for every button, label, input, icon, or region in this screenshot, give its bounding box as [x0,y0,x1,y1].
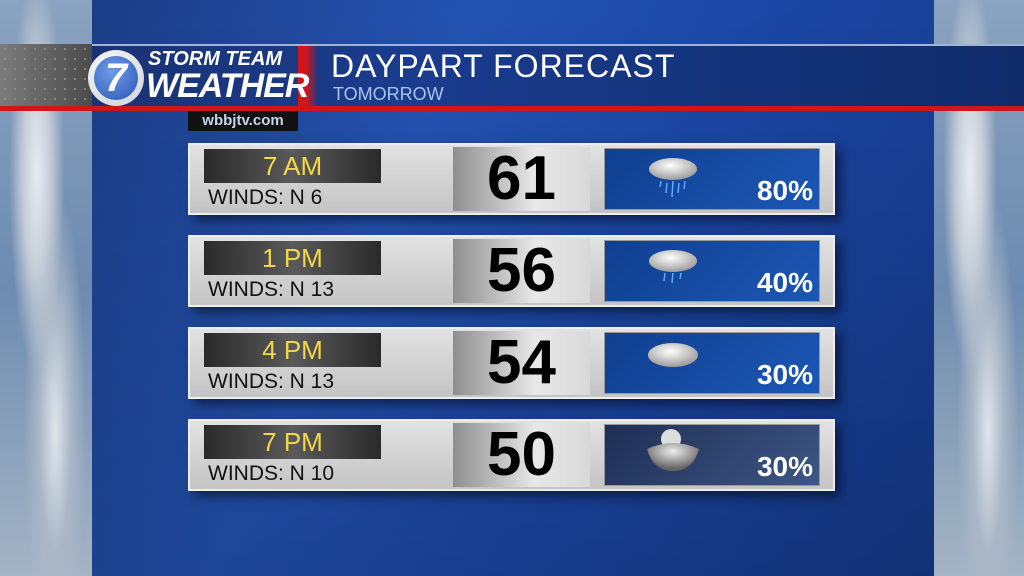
light-rain-cloud-icon [649,250,697,284]
precip-box: 40% [604,240,820,302]
time-label: 7 AM [204,149,381,183]
precip-box: 30% [604,424,820,486]
time-label: 4 PM [204,333,381,367]
winds-label: WINDS: N 10 [208,462,335,485]
precip-chance: 30% [756,359,813,390]
temperature: 54 [453,331,590,395]
winds-label: WINDS: N 13 [208,370,335,393]
brand-line2: WEATHER [146,67,309,105]
rain-cloud-icon [649,158,697,198]
time-label: 7 PM [204,425,381,459]
forecast-row: 1 PM WINDS: N 13 56 40% [188,235,835,307]
precip-chance: 80% [756,175,813,206]
precip-chance: 30% [756,451,813,482]
logo-background [0,44,92,108]
precip-chance: 40% [756,267,813,298]
temperature: 50 [453,423,590,487]
brand-line1: STORM TEAM [148,48,283,70]
forecast-row: 7 AM WINDS: N 6 61 80% [188,143,835,215]
header-bar [0,44,1024,108]
precip-box: 80% [604,148,820,210]
page-subtitle: TOMORROW [333,84,444,104]
header-divider [298,46,318,108]
header-red-stripe [0,106,1024,111]
precip-box: 30% [604,332,820,394]
forecast-row: 4 PM WINDS: N 13 54 30% [188,327,835,399]
night-cloudy-moon-icon [647,429,699,471]
logo-number: 7 [94,56,138,100]
website-label: wbbjtv.com [188,111,298,131]
cloudy-icon [648,343,698,367]
winds-label: WINDS: N 6 [208,186,323,209]
station-logo: 7 [88,50,144,106]
temperature: 61 [453,147,590,211]
time-label: 1 PM [204,241,381,275]
winds-label: WINDS: N 13 [208,278,335,301]
forecast-row: 7 PM WINDS: N 10 50 30% [188,419,835,491]
temperature: 56 [453,239,590,303]
page-title: DAYPART FORECAST [331,48,676,84]
